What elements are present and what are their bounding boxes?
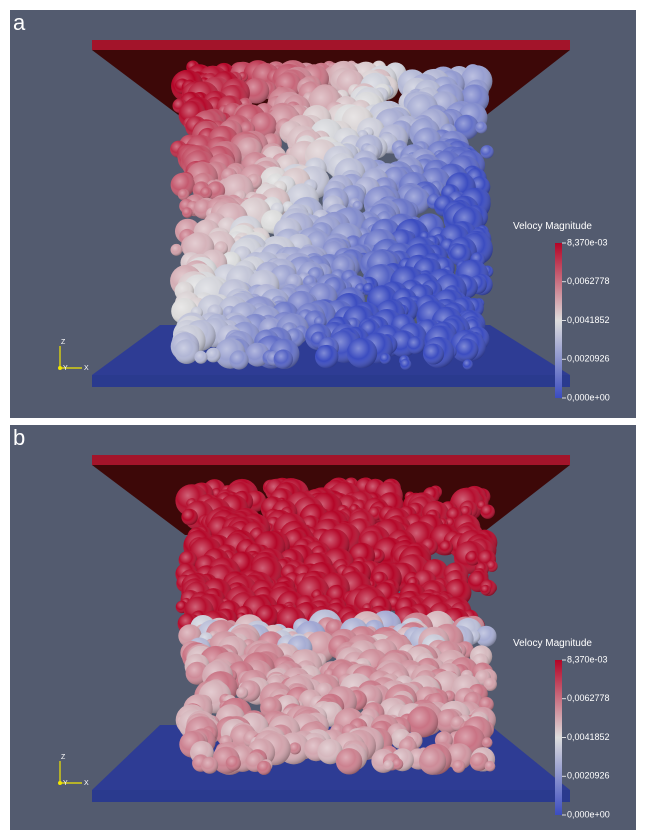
legend-tick-label: 0,0041852 [567,732,610,742]
legend-tick-label: 0,0020926 [567,354,610,364]
particle-shade [182,207,193,218]
particle-shade [194,351,207,364]
particle-shade [455,338,478,361]
particle-shade [171,244,183,256]
particle-shade [480,145,493,158]
panel: b Velocy Magnitude 8,370e-03 0,0062778 0,004… [10,425,636,830]
particle-shade [423,344,444,365]
particle-shade [336,748,362,774]
legend-tick-label: 0,0062778 [567,693,610,703]
top-plate [92,455,570,465]
axis-y-label: Y [63,365,68,372]
particle-shade [315,345,338,368]
legend-tick-label: 0,0020926 [567,771,610,781]
particle-shade [229,350,248,369]
top-plate [92,40,570,50]
particle-shade [400,359,411,370]
particle-shade [439,540,453,554]
legend-tick-label: 0,0041852 [567,315,610,325]
legend-tick-label: 0,000e+00 [567,392,610,402]
particle-shade [452,760,465,773]
particle-shade [226,756,241,771]
particle-shade [480,585,490,595]
axis-origin [58,781,62,785]
particle-shade [407,336,425,354]
particle-shade [380,353,391,364]
particle-shade [383,760,394,771]
particle-shade [274,350,293,369]
axis-x-label: X [84,780,89,787]
legend-tick-label: 8,370e-03 [567,654,608,664]
figure: {"panels": [ {"label": "a", "legend": {"… [0,0,646,832]
particle-shade [485,761,496,772]
axis-y-label: Y [63,780,68,787]
particle-shade [181,509,197,525]
particle-shade [289,742,301,754]
axis-z-label: Z [61,754,66,761]
panel: a Velocy Magnitude 8,370e-03 0,0062778 0,004… [10,10,636,418]
particle-shade [419,748,446,775]
particle-shade [482,737,493,748]
color-bar [555,660,562,815]
particle-shade [463,359,473,369]
axis-origin [58,366,62,370]
legend-tick-label: 0,0062778 [567,276,610,286]
legend-tick-label: 0,000e+00 [567,809,610,819]
color-bar [555,243,562,398]
legend-title: Velocy Magnitude [513,638,592,649]
particle-shade [347,338,377,368]
particle-shade [201,757,218,774]
particle-shade [475,122,487,134]
legend-tick-label: 8,370e-03 [567,237,608,247]
bottom-plate-front [92,375,570,387]
particle-shade [206,348,221,363]
axis-z-label: Z [61,339,66,346]
bottom-plate-front [92,790,570,802]
panel-label: b [13,425,25,450]
particle-shade [481,505,495,519]
particle-shade [236,687,248,699]
axis-x-label: X [84,365,89,372]
particle-shade [257,761,271,775]
panel-label: a [13,10,26,35]
legend-title: Velocy Magnitude [513,221,592,232]
